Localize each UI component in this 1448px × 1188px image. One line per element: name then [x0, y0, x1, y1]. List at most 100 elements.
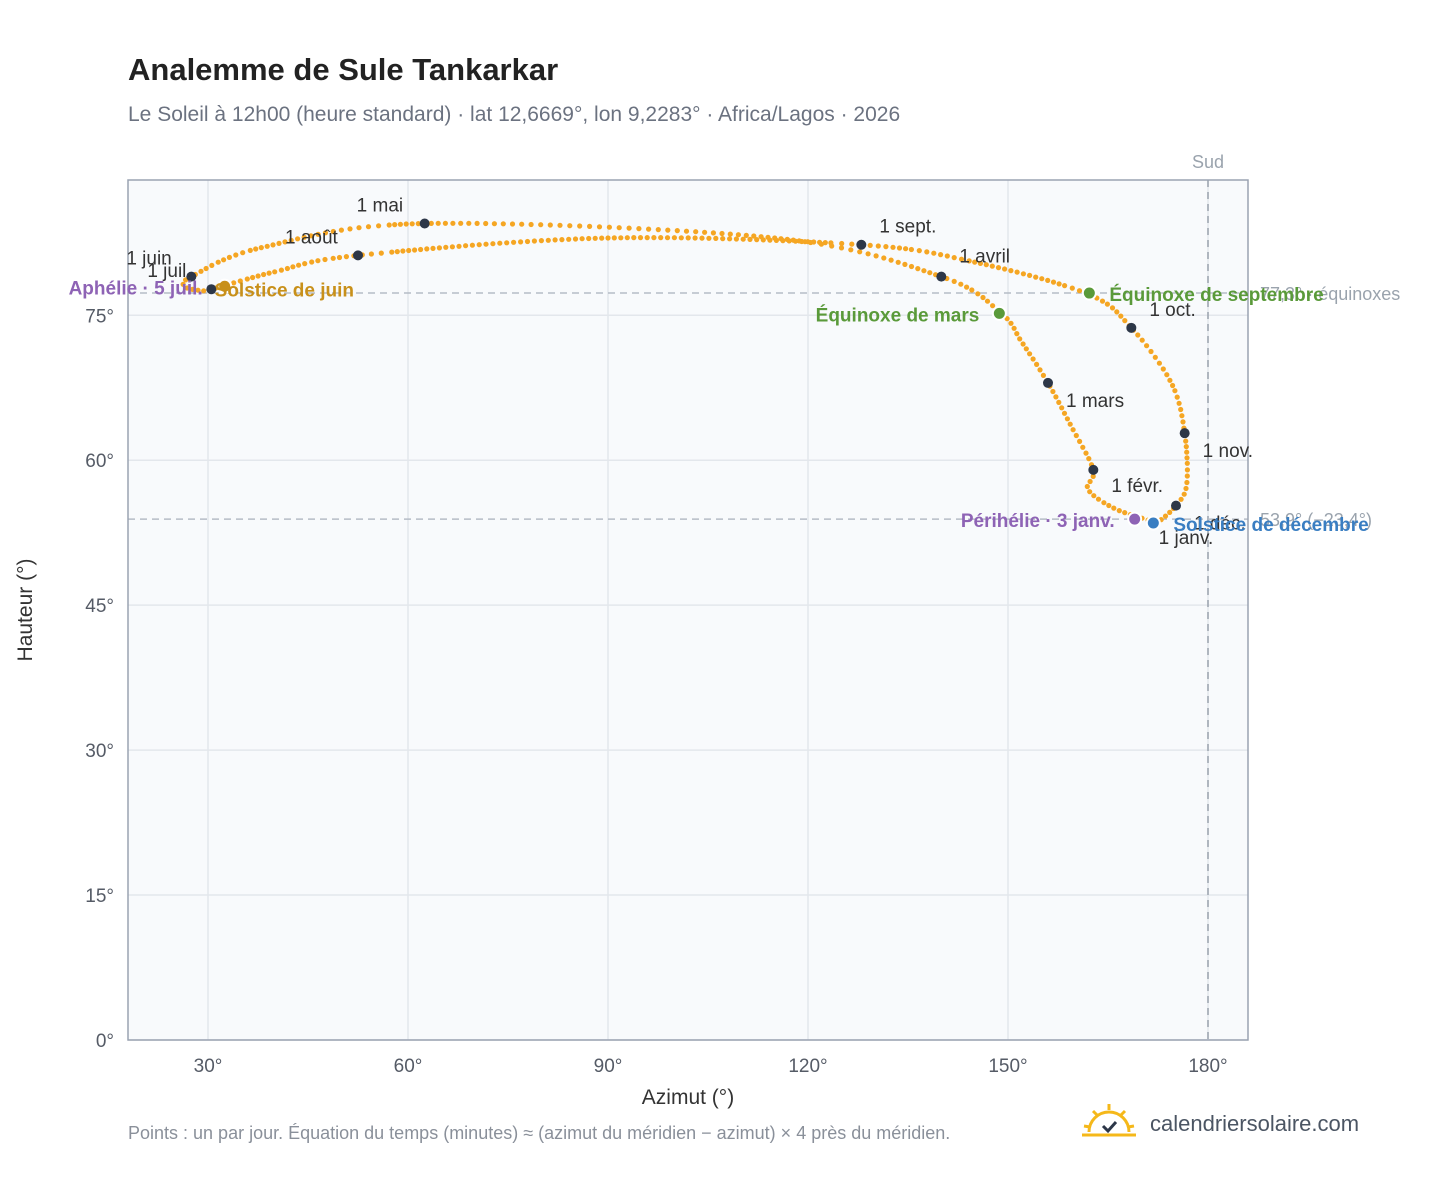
daily-sun-position-dot [865, 251, 871, 257]
daily-sun-position-dot [276, 240, 282, 246]
daily-sun-position-dot [376, 223, 382, 229]
daily-sun-position-dot [849, 241, 855, 247]
daily-sun-position-dot [685, 235, 691, 241]
month-marker-dot [1126, 322, 1137, 333]
daily-sun-position-dot [875, 243, 881, 249]
daily-sun-position-dot [1160, 366, 1166, 372]
brand[interactable]: calendriersolaire.com [1082, 1102, 1359, 1146]
daily-sun-position-dot [1183, 485, 1189, 492]
daily-sun-position-dot [201, 288, 207, 294]
daily-sun-position-dot [733, 236, 740, 242]
daily-sun-position-dot [786, 238, 792, 244]
month-marker-dot [206, 284, 217, 295]
daily-sun-position-dot [683, 228, 690, 234]
daily-sun-position-dot [295, 236, 301, 242]
daily-sun-position-dot [1040, 372, 1046, 378]
month-marker-label: 1 sept. [879, 217, 936, 238]
daily-sun-position-dot [1144, 343, 1150, 349]
daily-sun-position-dot [984, 298, 991, 304]
daily-sun-position-dot [1122, 318, 1128, 324]
daily-sun-position-dot [1181, 491, 1187, 497]
daily-sun-position-dot [838, 245, 845, 251]
daily-sun-position-dot [1084, 483, 1090, 490]
daily-sun-position-dot [958, 281, 964, 287]
daily-sun-position-dot [386, 222, 392, 228]
daily-sun-position-dot [406, 247, 412, 254]
reference-lines: Sud 77,3° · équinoxes 53,9° (−23,4°) [128, 152, 1400, 1040]
daily-sun-position-dot [924, 249, 930, 255]
daily-sun-position-dot [599, 235, 605, 241]
daily-sun-position-dot [282, 239, 288, 245]
daily-sun-position-dot [921, 268, 927, 274]
y-tick-label: 30° [85, 741, 114, 762]
month-marker-dot [1171, 500, 1181, 511]
x-tick-label: 60° [394, 1056, 423, 1077]
daily-sun-position-dot [958, 256, 965, 262]
daily-sun-position-dot [1184, 449, 1190, 455]
daily-sun-position-dot [1184, 479, 1190, 486]
daily-sun-position-dot [272, 269, 278, 275]
daily-sun-position-dot [896, 245, 903, 251]
daily-sun-position-dot [309, 259, 315, 265]
daily-sun-position-dot [990, 303, 996, 309]
daily-sun-position-dot [255, 273, 261, 279]
daily-sun-position-dot [198, 268, 204, 274]
daily-sun-position-dot [1027, 351, 1033, 357]
daily-sun-position-dot [524, 238, 531, 245]
daily-sun-position-dot [557, 222, 563, 228]
daily-sun-position-dot [895, 259, 901, 265]
daily-sun-position-dot [760, 237, 766, 243]
daily-sun-position-dot [403, 221, 409, 227]
daily-sun-position-dot [336, 254, 343, 261]
daily-sun-position-dot [258, 245, 264, 251]
daily-sun-position-dot [678, 235, 684, 241]
daily-sun-position-dot [908, 246, 915, 253]
daily-sun-position-dot [747, 236, 753, 242]
event-label: Solstice de décembre [1173, 515, 1368, 536]
daily-sun-position-dot [857, 249, 863, 255]
daily-sun-position-dot [1008, 268, 1014, 274]
daily-sun-position-dot [463, 243, 469, 249]
daily-sun-position-dot [624, 235, 630, 241]
daily-sun-position-dot [221, 257, 227, 263]
daily-sun-position-dot [975, 291, 981, 297]
daily-sun-position-dot [916, 248, 922, 254]
daily-sun-position-dot [270, 242, 276, 248]
daily-sun-position-dot [418, 246, 424, 253]
daily-sun-position-dot [626, 225, 632, 231]
daily-sun-position-dot [743, 232, 749, 238]
daily-sun-position-dot [278, 267, 284, 273]
daily-sun-position-dot [1167, 377, 1173, 383]
daily-sun-position-dot [1008, 320, 1014, 326]
daily-sun-position-dot [873, 253, 879, 259]
month-marker-dot [1043, 377, 1053, 388]
daily-sun-position-dot [1083, 450, 1089, 456]
daily-sun-position-dot [491, 221, 497, 227]
month-marker-label: 1 déc. [1194, 514, 1246, 535]
daily-sun-position-dot [1070, 427, 1076, 433]
event-label: Équinoxe de mars [816, 304, 980, 326]
daily-sun-position-dot [692, 235, 698, 241]
daily-sun-position-dot [740, 236, 746, 242]
daily-sun-position-dot [995, 265, 1002, 271]
daily-sun-position-dot [261, 271, 267, 278]
daily-sun-position-dot [1011, 325, 1017, 331]
daily-sun-position-dot [567, 223, 573, 229]
daily-sun-position-dot [476, 242, 482, 248]
month-marker-dot [936, 271, 947, 282]
y-tick-label: 45° [85, 596, 114, 617]
daily-sun-position-dot [209, 262, 215, 268]
x-axis-label: Azimut (°) [642, 1086, 734, 1109]
daily-sun-position-dot [805, 239, 811, 245]
daily-sun-position-dot [189, 286, 196, 292]
altitude-reference-label: 77,3° · équinoxes [1260, 284, 1400, 304]
daily-sun-position-dot [1067, 421, 1073, 427]
daily-sun-position-dot [902, 261, 908, 267]
daily-sun-position-dot [890, 244, 896, 250]
daily-sun-position-dot [1184, 473, 1190, 479]
daily-sun-position-dot [531, 238, 538, 244]
daily-sun-position-dot [1178, 496, 1184, 502]
daily-sun-position-dot [233, 252, 239, 258]
daily-sun-position-dot [180, 281, 186, 287]
